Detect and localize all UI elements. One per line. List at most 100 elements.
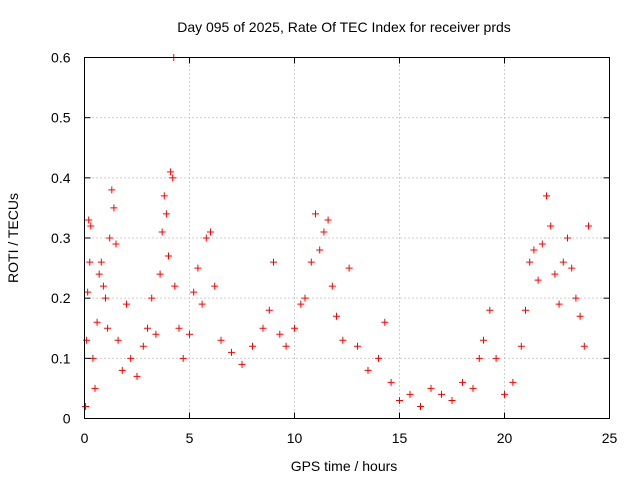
data-point: [156, 270, 164, 278]
data-point: [104, 324, 112, 332]
data-point: [312, 210, 319, 218]
data-point: [509, 378, 517, 386]
data-point: [169, 174, 177, 182]
data-point: [526, 258, 534, 266]
x-tick-label: 10: [287, 430, 303, 446]
data-point: [86, 258, 94, 266]
data-point: [307, 258, 315, 266]
data-point: [448, 396, 456, 404]
data-point: [282, 342, 290, 350]
data-point: [259, 324, 267, 332]
data-point: [133, 372, 141, 380]
data-point: [364, 366, 372, 374]
data-point: [276, 330, 284, 338]
data-point: [469, 384, 477, 392]
data-point: [328, 282, 336, 290]
x-tick-label: 0: [81, 430, 89, 446]
plot-frame: [84, 57, 610, 419]
data-point: [480, 336, 487, 344]
data-point: [381, 318, 389, 326]
data-points: [82, 54, 592, 410]
y-axis-label: ROTI / TECUs: [5, 193, 21, 283]
data-point: [324, 216, 332, 224]
data-point: [265, 306, 273, 314]
x-tick-labels: 0 5 10 15 20 25: [81, 430, 618, 446]
data-point: [492, 354, 500, 362]
data-point: [160, 192, 168, 200]
y-tick-label: 0.6: [51, 50, 71, 66]
data-point: [179, 354, 187, 362]
data-point: [87, 222, 95, 230]
data-point: [238, 360, 246, 368]
data-point: [270, 258, 277, 266]
data-point: [486, 306, 494, 314]
data-point: [158, 228, 166, 236]
data-point: [530, 246, 538, 254]
data-point: [190, 288, 198, 296]
data-point: [202, 234, 210, 242]
x-axis-label: GPS time / hours: [291, 458, 398, 474]
data-point: [517, 342, 525, 350]
data-point: [564, 234, 571, 242]
data-point: [165, 252, 172, 260]
y-tick-label: 0.2: [51, 290, 71, 306]
axis-ticks: [84, 57, 610, 419]
data-point: [99, 282, 107, 290]
data-point: [580, 342, 588, 350]
data-point: [375, 354, 382, 362]
data-point: [427, 384, 435, 392]
data-point: [396, 396, 403, 404]
data-point: [475, 354, 483, 362]
data-point: [171, 282, 179, 290]
data-point: [114, 336, 122, 344]
data-point: [194, 264, 202, 272]
data-point: [538, 240, 546, 248]
data-point: [162, 210, 170, 218]
data-point: [585, 222, 592, 230]
x-tick-label: 25: [602, 430, 618, 446]
data-point: [95, 270, 103, 278]
data-point: [91, 384, 99, 392]
data-point: [345, 264, 353, 272]
chart-title: Day 095 of 2025, Rate Of TEC Index for r…: [177, 19, 511, 35]
data-point: [249, 342, 256, 350]
x-tick-label: 20: [497, 430, 513, 446]
data-point: [547, 222, 555, 230]
data-point: [112, 240, 120, 248]
data-point: [84, 288, 92, 296]
y-tick-label: 0.3: [51, 230, 71, 246]
data-point: [316, 246, 324, 254]
y-tick-label: 0.1: [51, 350, 71, 366]
data-point: [186, 330, 193, 338]
data-point: [559, 258, 567, 266]
data-point: [198, 300, 206, 308]
x-tick-label: 5: [186, 430, 194, 446]
data-point: [333, 312, 340, 320]
data-point: [555, 300, 563, 308]
data-point: [89, 354, 97, 362]
grid: [84, 57, 610, 419]
data-point: [228, 348, 235, 356]
data-point: [417, 402, 424, 410]
data-point: [576, 312, 584, 320]
data-point: [572, 294, 580, 302]
data-point: [123, 300, 130, 308]
data-point: [152, 330, 160, 338]
data-point: [139, 342, 147, 350]
data-point: [438, 390, 445, 398]
data-point: [110, 204, 118, 212]
data-point: [301, 294, 309, 302]
data-point: [144, 324, 151, 332]
data-point: [85, 216, 93, 224]
data-point: [534, 276, 542, 284]
data-point: [207, 228, 214, 236]
data-point: [291, 324, 298, 332]
data-point: [127, 354, 135, 362]
data-point: [118, 366, 126, 374]
data-point: [543, 192, 550, 200]
data-point: [106, 234, 114, 242]
data-point: [217, 336, 225, 344]
data-point: [211, 282, 219, 290]
data-point: [97, 258, 105, 266]
